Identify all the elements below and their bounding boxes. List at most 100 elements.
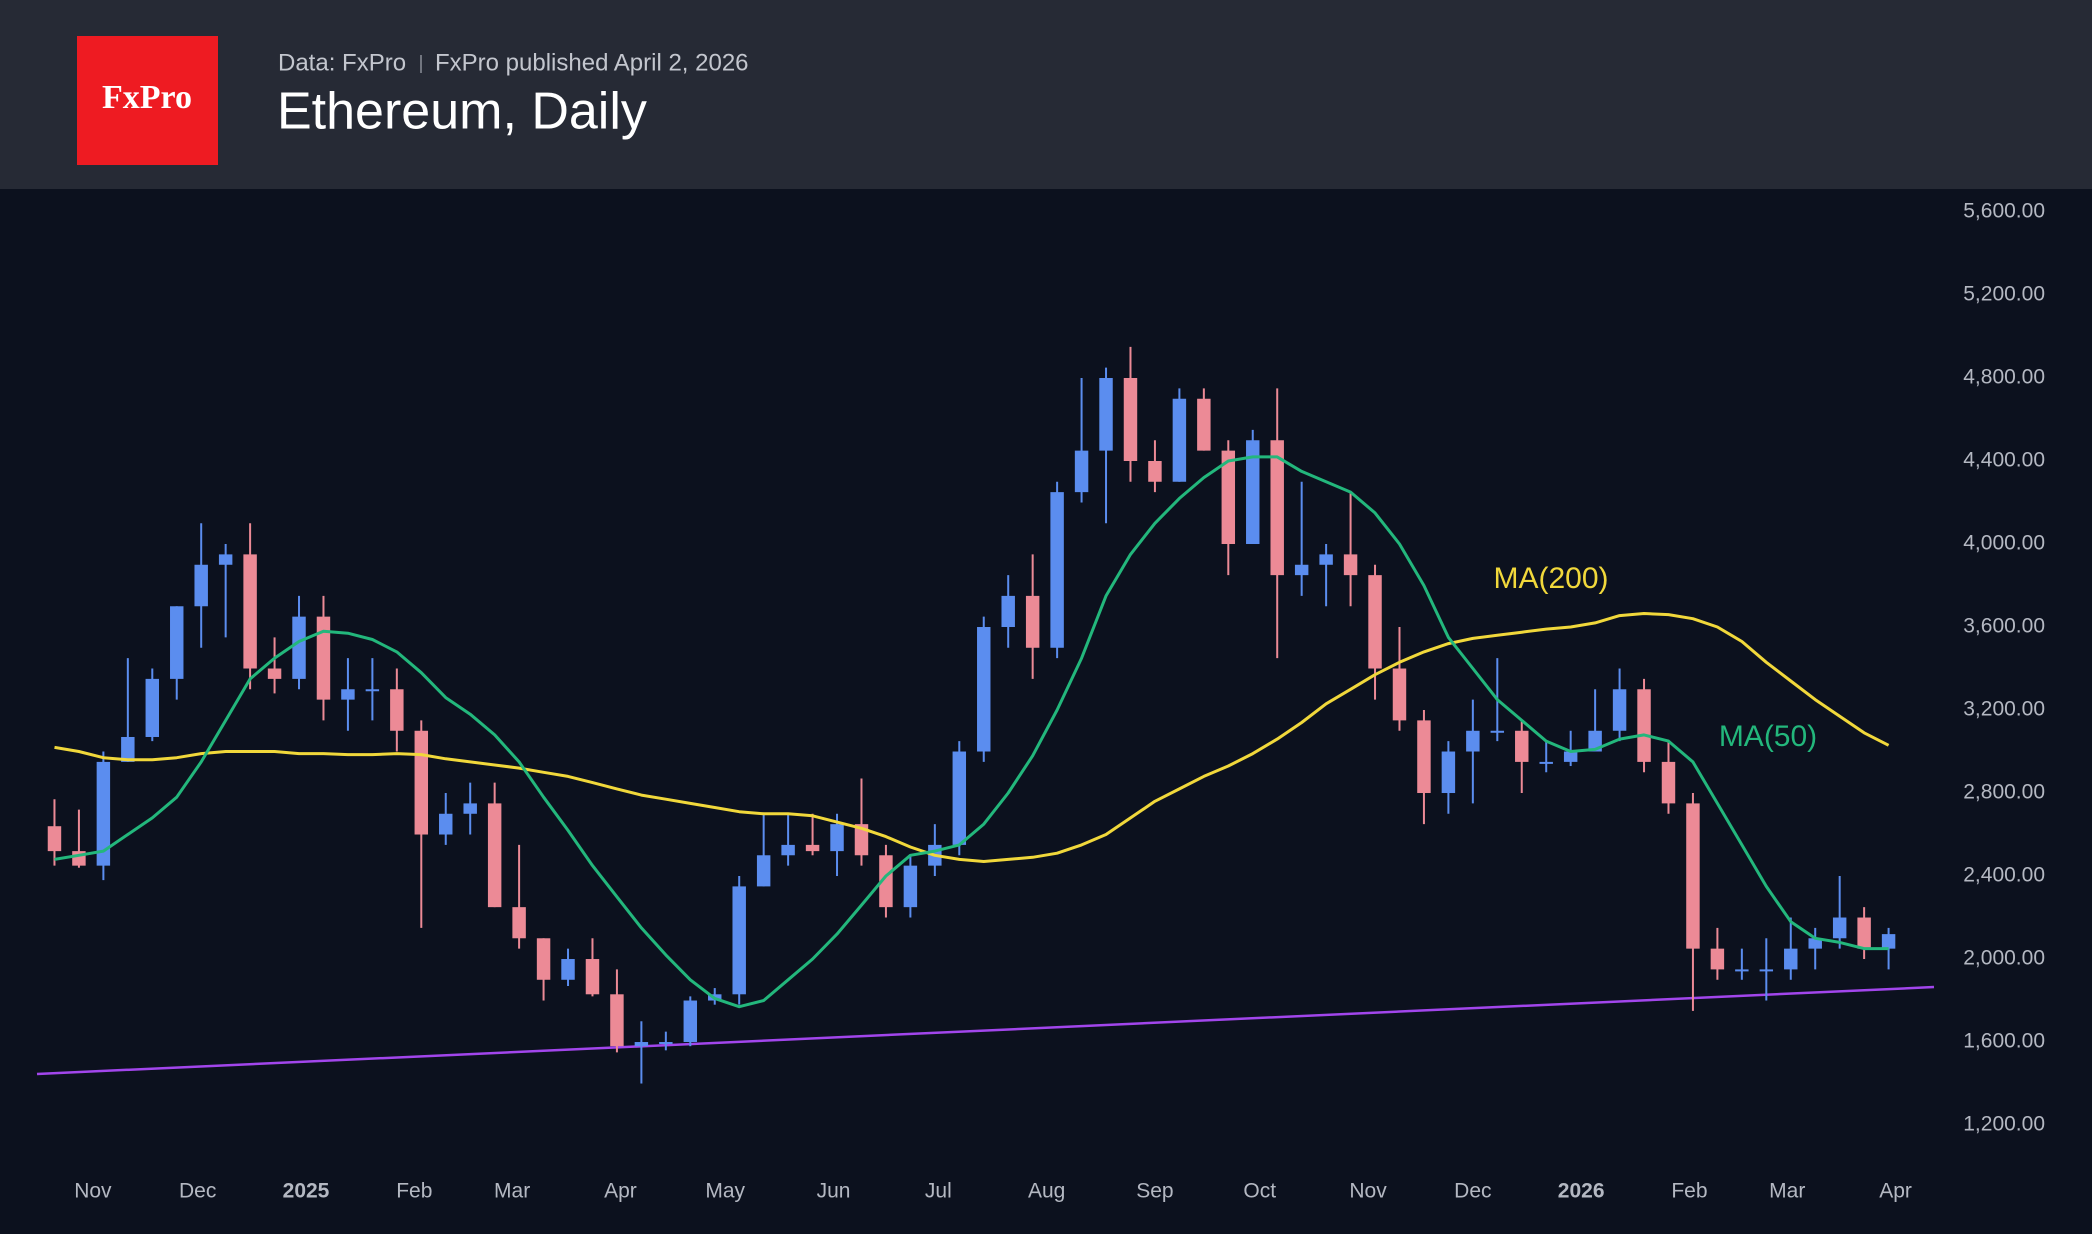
x-tick-label: Feb xyxy=(396,1180,432,1203)
x-tick-label: Sep xyxy=(1136,1180,1173,1203)
candle-body xyxy=(365,689,380,692)
x-tick-label: Apr xyxy=(1879,1180,1912,1203)
y-tick-label: 4,400.00 xyxy=(1963,449,2045,472)
candle-body xyxy=(683,1000,698,1043)
candle-body xyxy=(1148,461,1162,482)
source: Data: FxPro xyxy=(278,49,406,76)
candle-body xyxy=(267,668,282,679)
candle-body xyxy=(781,844,795,856)
candle-body xyxy=(390,689,404,731)
y-tick-label: 2,800.00 xyxy=(1963,781,2045,804)
candle-body xyxy=(1588,730,1602,752)
y-tick-label: 4,000.00 xyxy=(1963,532,2045,555)
candle-body xyxy=(1881,934,1896,949)
candle-body xyxy=(1074,450,1089,493)
candle-body xyxy=(561,959,575,980)
candle-body xyxy=(1172,398,1187,482)
candle-body xyxy=(1710,948,1725,970)
candle-body xyxy=(1270,440,1284,576)
candle-body xyxy=(634,1042,649,1047)
candle-body xyxy=(243,554,257,669)
candle-body xyxy=(1612,689,1627,731)
candle-body xyxy=(1759,969,1774,972)
x-tick-label: Jul xyxy=(925,1180,952,1203)
candle-body xyxy=(1637,689,1651,762)
candle-body xyxy=(805,844,820,852)
x-tick-label: May xyxy=(705,1180,745,1203)
candle-body xyxy=(1246,440,1260,545)
candle-body xyxy=(1563,751,1578,762)
candle-body xyxy=(1294,564,1309,576)
candle-body xyxy=(1392,668,1407,721)
chart-title: Ethereum, Daily xyxy=(277,83,647,141)
candle-body xyxy=(610,994,624,1047)
candle-body xyxy=(1368,575,1382,669)
candle-body xyxy=(1832,917,1847,939)
candle-body xyxy=(439,813,453,835)
x-tick-label: Mar xyxy=(1769,1180,1805,1203)
x-tick-label: Nov xyxy=(1349,1180,1387,1203)
x-tick-label: Dec xyxy=(179,1180,216,1203)
candle-body xyxy=(487,803,502,908)
candle-body xyxy=(47,826,62,852)
candle-body xyxy=(1050,492,1064,648)
candle-body xyxy=(732,886,746,995)
candle-body xyxy=(414,730,429,835)
y-tick-label: 4,800.00 xyxy=(1963,366,2045,389)
candle-body xyxy=(952,751,967,845)
candle-body xyxy=(512,907,526,939)
candle-body xyxy=(879,855,893,908)
x-tick-label: Feb xyxy=(1671,1180,1707,1203)
candle-body xyxy=(194,564,208,607)
x-tick-label: Mar xyxy=(494,1180,530,1203)
y-tick-label: 3,200.00 xyxy=(1963,698,2045,721)
candle-body xyxy=(1490,730,1505,733)
candle-body xyxy=(1417,720,1431,794)
candle-body xyxy=(536,938,551,980)
x-tick-label: Apr xyxy=(604,1180,637,1203)
candle-body xyxy=(1515,730,1529,762)
candle-body xyxy=(830,824,844,852)
candle-body xyxy=(341,689,355,700)
candle-body xyxy=(1857,917,1871,949)
logo-text: FxPro xyxy=(102,79,192,116)
x-tick-label: Jun xyxy=(817,1180,851,1203)
x-tick-label: 2025 xyxy=(283,1180,330,1203)
y-tick-label: 2,400.00 xyxy=(1963,864,2045,887)
candle-body xyxy=(292,616,306,679)
x-tick-label: 2026 xyxy=(1558,1180,1605,1203)
candle-body xyxy=(1025,595,1040,648)
candle-body xyxy=(1221,450,1236,545)
logo xyxy=(77,36,218,165)
x-tick-label: Aug xyxy=(1028,1180,1065,1203)
candle-body xyxy=(1466,730,1480,752)
candle-body xyxy=(1735,969,1749,972)
candle-body xyxy=(756,855,771,887)
candle-body xyxy=(977,627,991,752)
x-tick-label: Dec xyxy=(1454,1180,1491,1203)
x-tick-label: Nov xyxy=(74,1180,112,1203)
candle-body xyxy=(218,554,233,565)
candle-body xyxy=(1784,948,1798,970)
candle-body xyxy=(316,616,331,700)
y-tick-label: 1,600.00 xyxy=(1963,1030,2045,1053)
series-label: MA(200) xyxy=(1493,562,1608,595)
candle-body xyxy=(1686,803,1700,949)
candle-body xyxy=(96,761,111,866)
header xyxy=(0,0,2092,189)
candle-body xyxy=(1001,595,1015,628)
candle-body xyxy=(854,824,869,856)
candle-body xyxy=(903,865,918,908)
candle-body xyxy=(145,678,160,737)
series-label: MA(50) xyxy=(1719,720,1817,753)
candle-body xyxy=(1539,761,1553,764)
y-tick-label: 5,600.00 xyxy=(1963,200,2045,223)
candle-body xyxy=(1808,938,1822,949)
candle-body xyxy=(1123,378,1138,462)
ma-line xyxy=(54,455,1889,1009)
candle-body xyxy=(659,1042,673,1045)
candle-body xyxy=(1197,398,1211,451)
candle-body xyxy=(1661,761,1676,804)
y-tick-label: 2,000.00 xyxy=(1963,947,2045,970)
